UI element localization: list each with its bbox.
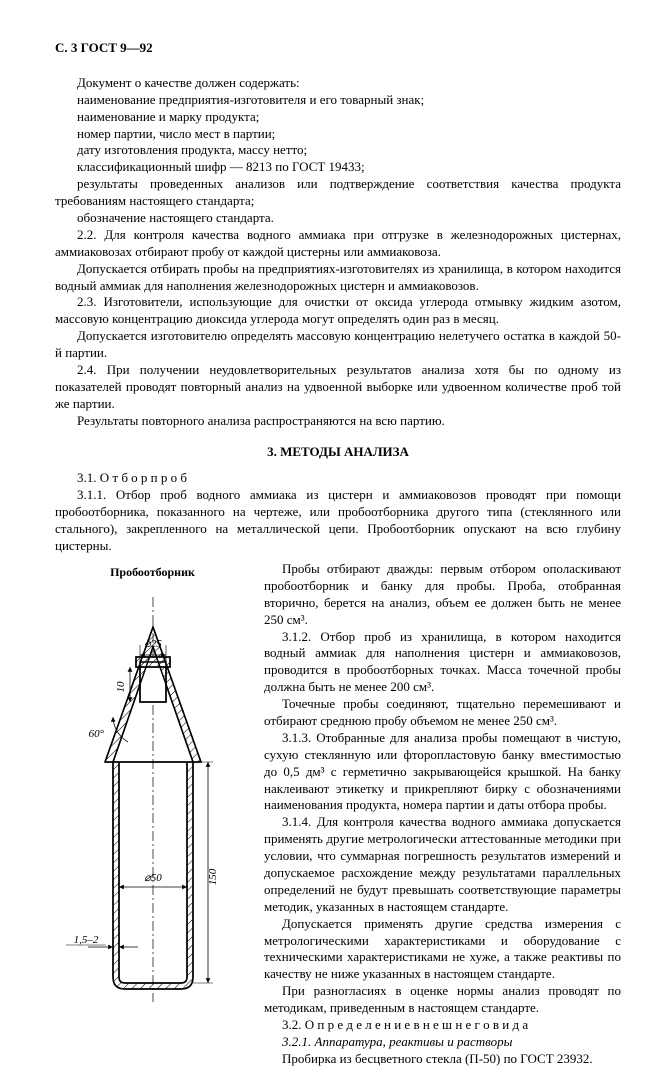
body-text: 3.1.3. Отобранные для анализа пробы поме… (264, 730, 621, 814)
body-text: Допускается отбирать пробы на предприяти… (55, 261, 621, 295)
body-text: 3.1.1. Отбор проб водного аммиака из цис… (55, 487, 621, 555)
body-text: Пробирка из бесцветного стекла (П-50) по… (264, 1051, 621, 1068)
body-text: Пробы отбирают дважды: первым отбором оп… (264, 561, 621, 629)
subsection-label: 3.2. О п р е д е л е н и е в н е ш н е г… (264, 1017, 621, 1034)
body-text: обозначение настоящего стандарта. (55, 210, 621, 227)
body-text: наименование предприятия-изготовителя и … (55, 92, 621, 109)
body-text: Документ о качестве должен содержать: (55, 75, 621, 92)
body-text: 3.1.2. Отбор проб из хранилища, в которо… (264, 629, 621, 697)
body-text-italic: 3.2.1. Аппаратура, реактивы и растворы (264, 1034, 621, 1051)
body-text: 3.1.4. Для контроля качества водного амм… (264, 814, 621, 915)
dim-15-2: 1,5–2 (73, 934, 98, 946)
dim-150: 150 (207, 868, 219, 885)
dim-d50: ⌀50 (144, 872, 162, 884)
body-text: классификационный шифр — 8213 по ГОСТ 19… (55, 159, 621, 176)
body-text: Допускается изготовителю определять масс… (55, 328, 621, 362)
body-text: результаты проведенных анализов или подт… (55, 176, 621, 210)
sampler-diagram: ⌀25 10 60° ⌀50 150 1,5–2 (58, 587, 248, 1007)
body-text: 2.4. При получении неудовлетворительных … (55, 362, 621, 413)
dim-60: 60° (88, 728, 104, 740)
body-text: Точечные пробы соединяют, тщательно пере… (264, 696, 621, 730)
dim-10: 10 (115, 681, 127, 693)
page-header: С. 3 ГОСТ 9—92 (55, 40, 621, 57)
body-text: Допускается применять другие средства из… (264, 916, 621, 984)
body-text: дату изготовления продукта, массу нетто; (55, 142, 621, 159)
dim-d25: ⌀25 (144, 638, 162, 650)
body-text: наименование и марку продукта; (55, 109, 621, 126)
body-text: номер партии, число мест в партии; (55, 126, 621, 143)
body-text: 2.2. Для контроля качества водного аммиа… (55, 227, 621, 261)
figure-caption: Пробоотборник (55, 565, 250, 581)
body-text: При разногласиях в оценке нормы анализ п… (264, 983, 621, 1017)
subsection-label: 3.1. О т б о р п р о б (55, 470, 621, 487)
section-title: 3. МЕТОДЫ АНАЛИЗА (55, 444, 621, 461)
body-text: Результаты повторного анализа распростра… (55, 413, 621, 430)
body-text: 2.3. Изготовители, использующие для очис… (55, 294, 621, 328)
